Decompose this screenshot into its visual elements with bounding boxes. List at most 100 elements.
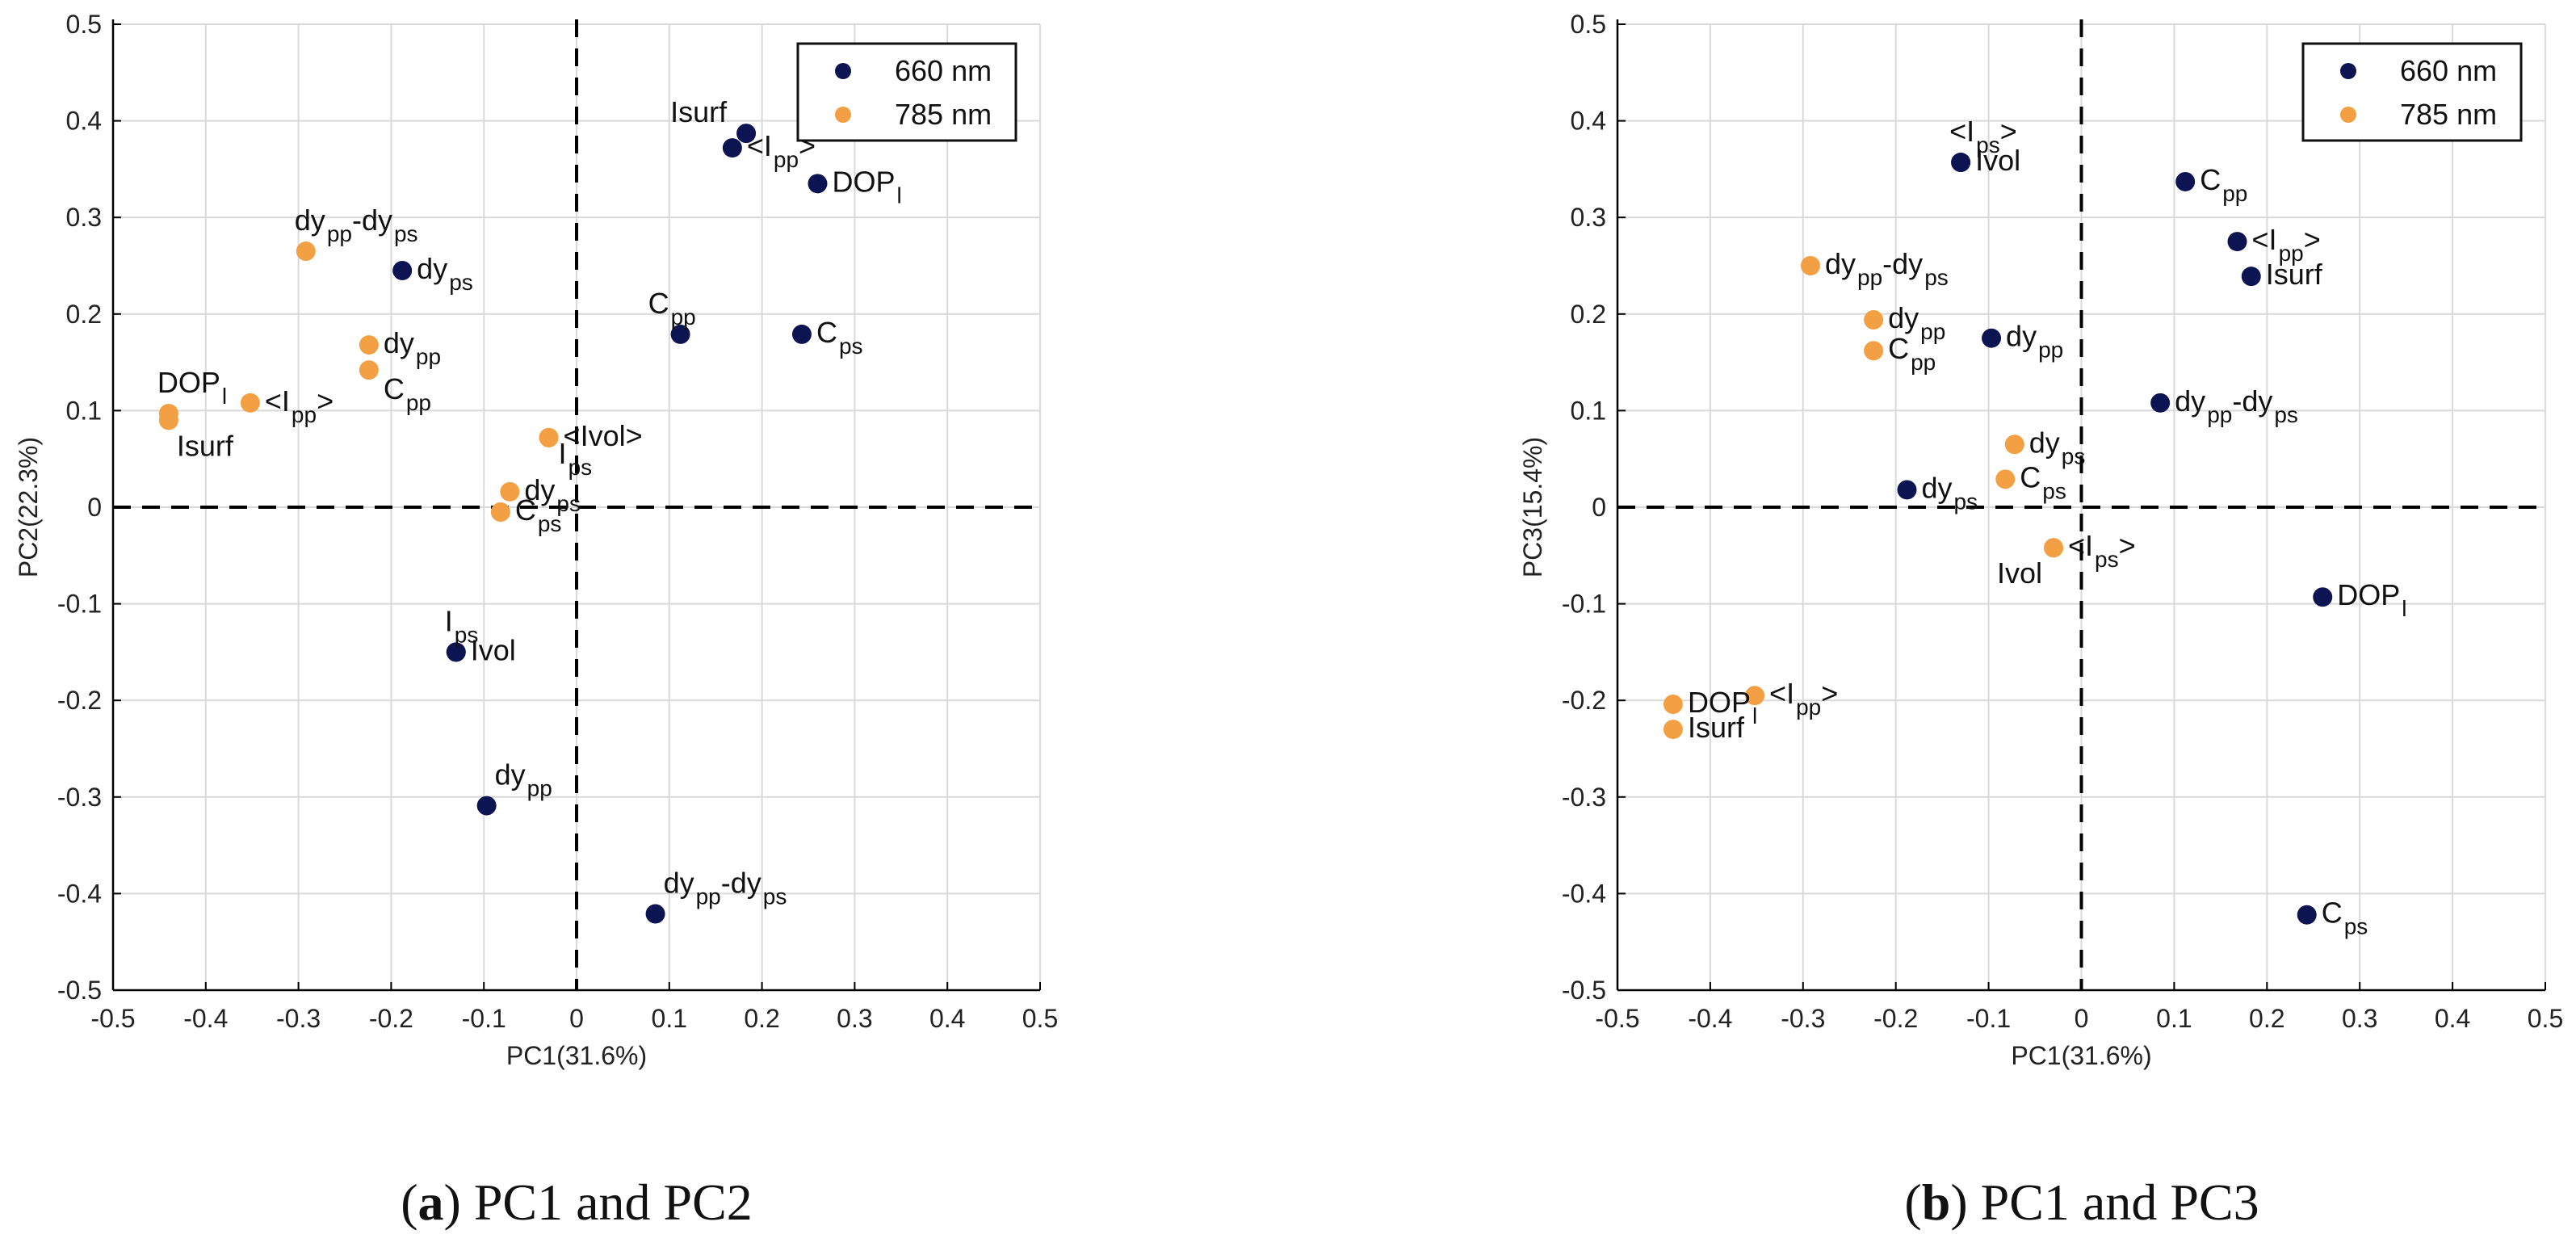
point-label-subscript: pp (1857, 265, 1882, 290)
point-label-text: > (317, 384, 334, 418)
point-label-text: -dy (721, 867, 761, 900)
x-tick-label: 0.3 (2342, 1004, 2377, 1033)
data-point (1982, 328, 2002, 348)
point-label: Cps (816, 316, 863, 359)
y-tick-label: -0.5 (57, 976, 102, 1005)
legend-entry: 785 nm (895, 98, 992, 131)
point-label-text: -dy (352, 204, 392, 237)
point-label-subscript: ps (2042, 478, 2066, 503)
point-label-text: C (2200, 163, 2221, 196)
data-point (476, 796, 497, 816)
data-point (1864, 309, 1884, 330)
x-tick-label: -0.3 (276, 1004, 321, 1033)
x-tick-label: -0.5 (90, 1004, 135, 1033)
x-tick-label: -0.3 (1781, 1004, 1825, 1033)
x-tick-label: 0.5 (2528, 1004, 2563, 1033)
point-label: Ips (559, 437, 593, 480)
y-tick-label: -0.1 (1562, 590, 1606, 619)
point-label: dypp-dyps (1825, 247, 1949, 290)
legend: 660 nm 785 nm (2301, 42, 2523, 142)
point-label-subscript: pp (774, 147, 799, 172)
point-label: dypp (2006, 320, 2063, 363)
point-label: dypp-dyps (664, 867, 787, 909)
legend-box (796, 42, 1017, 142)
x-tick-label: -0.2 (1873, 1004, 1918, 1033)
point-label-subscript: l (1752, 703, 1757, 728)
data-point (1663, 720, 1683, 740)
point-label: Cpp (384, 372, 431, 415)
point-label-text: -dy (2232, 384, 2272, 418)
point-label-text: dy (1921, 471, 1952, 504)
y-tick-label: 0.2 (1571, 300, 1606, 329)
point-label: Cps (515, 493, 562, 536)
x-tick-label: 0.3 (837, 1004, 872, 1033)
y-tick-label: -0.3 (1562, 783, 1606, 812)
legend-entry: 660 nm (2400, 54, 2497, 87)
panel-a-pc1-pc2: -0.5 -0.4 -0.3 -0.2 -0.1 0 0.1 0.2 0.3 0.4 0.5 -0.5… (14, 10, 1058, 1231)
point-label-subscript: pp (671, 304, 696, 330)
point-label: DOPl (157, 366, 227, 409)
point-label-text: DOP (157, 366, 220, 399)
caption-open: ( (1904, 1174, 1921, 1231)
point-label: Ivol (471, 633, 516, 666)
figure-caption: (a) PC1 and PC2 (401, 1174, 753, 1231)
point-label-subscript: ps (538, 511, 562, 536)
data-point (1663, 694, 1683, 714)
panel-b-pc1-pc3: -0.5 -0.4 -0.3 -0.2 -0.1 0 0.1 0.2 0.3 0.4 0.5 -0.5… (1518, 10, 2563, 1231)
point-label-subscript: ps (449, 270, 473, 295)
data-point (490, 502, 510, 522)
legend: 660 nm 785 nm (796, 42, 1017, 142)
data-point (2004, 435, 2024, 455)
point-label: Isurf (670, 95, 728, 128)
point-label-subscript: pp (1796, 695, 1821, 720)
point-label: Cpp (648, 287, 696, 330)
point-label-text: I (445, 604, 453, 637)
caption-close: ) (444, 1174, 461, 1231)
point-label-subscript: l (222, 384, 227, 409)
point-label: dypp (1888, 301, 1945, 344)
y-tick-label: 0 (1592, 493, 1606, 522)
legend-marker (835, 63, 851, 79)
point-label-text: > (1821, 677, 1838, 710)
data-point (736, 124, 757, 144)
data-point (1745, 686, 1765, 706)
legend-marker (835, 107, 851, 123)
series-660-nm: <Ips>IvolCpp<Ipp>Isurfdyppdypp-dypsdypsD… (1897, 115, 2406, 939)
point-label-subscript: pp (2207, 402, 2232, 427)
point-label: Ivol (1997, 556, 2042, 590)
point-label-text: Isurf (177, 429, 234, 462)
point-label-subscript: ps (763, 884, 787, 909)
point-label: DOPl (2337, 578, 2406, 621)
y-tick-label: -0.1 (57, 590, 102, 619)
point-label: Ivol (1975, 144, 2020, 177)
point-label: <Ivol> (564, 419, 643, 452)
point-label-subscript: l (2402, 596, 2406, 621)
x-tick-label: 0 (2075, 1004, 2089, 1033)
point-label-text: C (2020, 460, 2041, 493)
point-label-text: > (2304, 223, 2321, 256)
point-label-subscript: pp (696, 884, 721, 909)
data-point (1864, 341, 1884, 361)
y-tick-label: 0 (87, 493, 102, 522)
point-label-subscript: pp (2038, 338, 2063, 363)
point-label-text: dy (1825, 247, 1856, 280)
point-label-text: dy (2006, 320, 2037, 353)
data-point (645, 904, 665, 924)
caption-open: ( (401, 1174, 417, 1231)
point-label: Ips (445, 604, 479, 647)
point-label-text: dy (2029, 426, 2060, 459)
point-label-text: dy (2175, 384, 2205, 418)
figure-caption: (b) PC1 and PC3 (1904, 1174, 2259, 1231)
point-label: dypp (384, 326, 441, 369)
y-axis-label: PC3(15.4%) (1518, 437, 1547, 577)
x-tick-label: -0.5 (1595, 1004, 1639, 1033)
point-label-text: <I (2068, 529, 2093, 562)
point-label: dyps (417, 252, 473, 295)
caption-letter: b (1922, 1174, 1951, 1231)
point-label-subscript: pp (527, 776, 552, 801)
point-label-text: <I (1949, 115, 1974, 148)
y-tick-label: -0.3 (57, 783, 102, 812)
y-tick-label: 0.3 (66, 203, 102, 232)
series-785-nm: dypp-dypsdyppCppdypsCps<Ips>Ivol<Ipp>DOP… (1663, 247, 2136, 744)
